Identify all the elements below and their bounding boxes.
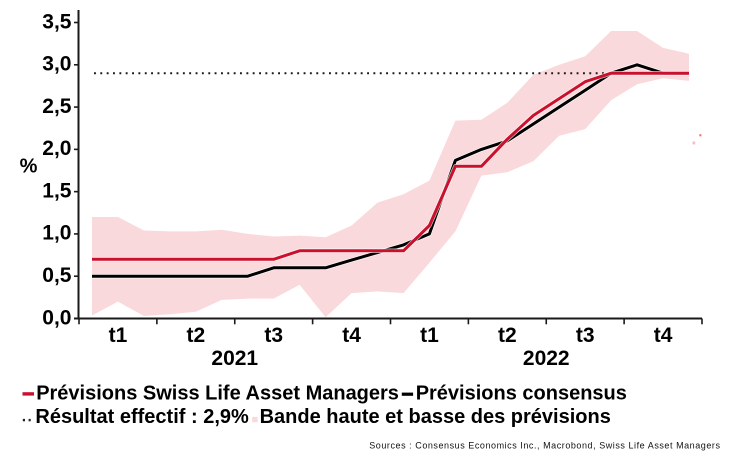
svg-text:Bande haute et basse des prévi: Bande haute et basse des prévisions (260, 406, 611, 428)
svg-text:0,5: 0,5 (42, 264, 72, 287)
svg-text:Prévisions consensus: Prévisions consensus (416, 382, 627, 404)
svg-text:t2: t2 (186, 324, 205, 347)
svg-text:2,5: 2,5 (42, 95, 72, 118)
svg-text:2,0: 2,0 (42, 137, 71, 160)
svg-text:Sources : Consensus Economics: Sources : Consensus Economics Inc., Macr… (369, 441, 720, 451)
svg-text:0,0: 0,0 (42, 306, 71, 329)
svg-text:1,5: 1,5 (42, 179, 72, 202)
svg-text:t1: t1 (109, 324, 128, 347)
svg-text:t4: t4 (342, 324, 361, 347)
svg-text:2021: 2021 (211, 347, 258, 370)
svg-text:%: % (20, 155, 38, 177)
svg-text:t4: t4 (654, 324, 673, 347)
svg-text:2022: 2022 (523, 347, 570, 370)
svg-text:t3: t3 (264, 324, 283, 347)
svg-text:Résultat effectif : 2,9%: Résultat effectif : 2,9% (35, 406, 249, 428)
svg-text:3,5: 3,5 (42, 10, 72, 33)
svg-text:1,0: 1,0 (42, 222, 71, 245)
svg-text:t1: t1 (420, 324, 439, 347)
svg-text:Prévisions Swiss Life Asset Ma: Prévisions Swiss Life Asset Managers (36, 382, 399, 404)
svg-text:3,0: 3,0 (42, 53, 71, 76)
svg-text:t2: t2 (498, 324, 517, 347)
svg-text:t3: t3 (576, 324, 595, 347)
